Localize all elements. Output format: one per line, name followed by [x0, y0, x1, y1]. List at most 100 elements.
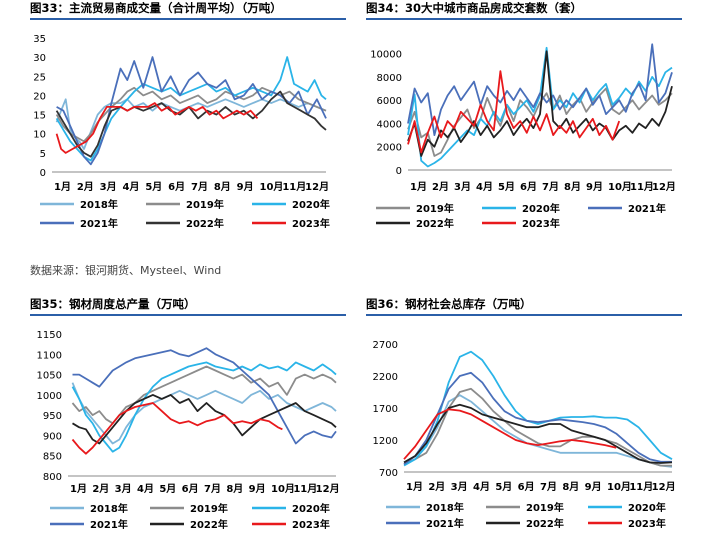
- title-rule: [30, 314, 346, 316]
- x-tick-label: 10月: [608, 181, 632, 193]
- series-line: [403, 394, 673, 468]
- x-tick-label: 1月: [54, 181, 71, 193]
- x-tick-label: 1月: [410, 181, 427, 193]
- x-tick-label: 2月: [428, 481, 445, 493]
- x-tick-label: 6月: [168, 181, 185, 193]
- chart-panel-fig35: 图35：钢材周度总产量（万吨） 800 850 900 950 1000 1050 1100…: [30, 296, 346, 539]
- series-line: [55, 56, 327, 162]
- legend-label: 2023年: [522, 217, 560, 230]
- legend-label: 2020年: [292, 502, 330, 515]
- y-tick-label: 0: [396, 166, 402, 177]
- legend-label: 2019年: [186, 198, 224, 211]
- y-tick-label: 25: [33, 72, 46, 83]
- legend-label: 2019年: [190, 502, 228, 515]
- legend-label: 2022年: [416, 217, 454, 230]
- x-tick-label: 7月: [204, 483, 221, 495]
- chart-title: 图34：30大中城市商品房成交套数（套）: [366, 1, 583, 15]
- y-tick-label: 2000: [377, 143, 402, 154]
- x-tick-label: 7月: [542, 181, 559, 193]
- y-tick-label: 950: [43, 411, 62, 422]
- x-tick-label: 12月: [652, 181, 676, 193]
- chart-fig33: 0 5 10 15 20 25 30 35 1月 2月 3月 4月 5月 6月 7月 8月 9月 10月11月12…: [33, 34, 330, 230]
- x-tick-label: 2月: [432, 181, 449, 193]
- x-tick-label: 4月: [473, 481, 490, 493]
- series-line: [403, 350, 673, 467]
- x-tick-label: 7月: [540, 481, 557, 493]
- x-tick-label: 8月: [214, 181, 231, 193]
- legend-label: 2020年: [292, 198, 330, 211]
- legend-label: 2022年: [186, 217, 224, 230]
- x-tick-label: 6月: [520, 181, 537, 193]
- x-tick-label: 6月: [518, 481, 535, 493]
- series-line: [403, 403, 673, 464]
- chart-title: 图36：钢材社会总库存（万吨）: [366, 297, 532, 311]
- series-line: [407, 70, 621, 154]
- data-source: 数据来源：银河期货、Mysteel、Wind: [30, 264, 222, 277]
- chart-panel-fig34: 图34：30大中城市商品房成交套数（套） 0 2000 4000 6000 8000 10…: [366, 0, 682, 245]
- x-tick-label: 12月: [305, 181, 329, 193]
- x-tick-label: 10月: [271, 483, 295, 495]
- y-tick-label: 1700: [373, 404, 398, 415]
- y-tick-label: 30: [33, 53, 46, 64]
- y-tick-label: 15: [33, 111, 46, 122]
- x-tick-label: 10月: [260, 181, 284, 193]
- chart-title: 图35：钢材周度总产量（万吨）: [30, 297, 196, 311]
- x-tick-label: 2月: [92, 483, 109, 495]
- legend-label: 2020年: [522, 202, 560, 215]
- x-tick-label: 8月: [226, 483, 243, 495]
- chart-panel-fig36: 图36：钢材社会总库存（万吨） 700 1200 1700 2200 2700 1月 2月 3…: [366, 296, 682, 539]
- x-tick-label: 11月: [293, 483, 317, 495]
- y-tick-label: 0: [40, 168, 46, 179]
- legend-label: 2018年: [426, 501, 464, 514]
- y-tick-label: 5: [40, 149, 46, 160]
- y-tick-label: 700: [379, 468, 398, 479]
- x-tick-label: 5月: [159, 483, 176, 495]
- y-tick-label: 2200: [373, 372, 398, 383]
- x-tick-label: 9月: [249, 483, 266, 495]
- legend-label: 2021年: [426, 517, 464, 530]
- x-tick-label: 5月: [498, 181, 515, 193]
- series-line: [403, 371, 672, 466]
- legend-label: 2021年: [628, 202, 666, 215]
- legend-label: 2019年: [416, 202, 454, 215]
- y-tick-label: 6000: [377, 96, 402, 107]
- series-line: [71, 382, 337, 445]
- series-line: [55, 98, 327, 150]
- x-tick-label: 3月: [451, 481, 468, 493]
- x-tick-label: 9月: [237, 181, 254, 193]
- legend-label: 2018年: [80, 198, 118, 211]
- series-line: [407, 50, 673, 157]
- x-tick-label: 11月: [282, 181, 306, 193]
- x-tick-label: 3月: [454, 181, 471, 193]
- series-line: [71, 402, 283, 455]
- y-tick-label: 1100: [37, 350, 62, 361]
- title-rule: [30, 18, 346, 20]
- x-tick-label: 7月: [191, 181, 208, 193]
- legend-label: 2021年: [90, 518, 128, 531]
- legend-label: 2023年: [292, 518, 330, 531]
- legend-label: 2023年: [292, 217, 330, 230]
- y-tick-label: 900: [43, 431, 62, 442]
- x-tick-label: 4月: [137, 483, 154, 495]
- title-rule: [366, 314, 682, 316]
- y-tick-label: 1150: [37, 330, 62, 341]
- y-tick-label: 1200: [373, 436, 398, 447]
- series-line: [72, 347, 337, 445]
- x-tick-label: 9月: [585, 481, 602, 493]
- x-tick-label: 11月: [630, 181, 654, 193]
- legend-label: 2022年: [526, 517, 564, 530]
- legend-label: 2020年: [628, 501, 666, 514]
- x-tick-label: 4月: [476, 181, 493, 193]
- series-line: [55, 102, 259, 154]
- title-rule: [366, 18, 682, 20]
- chart-fig36: 700 1200 1700 2200 2700 1月 2月 3月 4月 5月 6月 7月 8月 9月 10月…: [373, 340, 676, 530]
- series-line: [407, 46, 673, 168]
- x-tick-label: 11月: [629, 481, 653, 493]
- y-tick-label: 850: [43, 452, 62, 463]
- x-tick-label: 9月: [586, 181, 603, 193]
- legend-label: 2021年: [80, 217, 118, 230]
- series-line: [403, 408, 617, 460]
- y-tick-label: 800: [43, 472, 62, 483]
- x-tick-label: 2月: [77, 181, 94, 193]
- y-tick-label: 4000: [377, 119, 402, 130]
